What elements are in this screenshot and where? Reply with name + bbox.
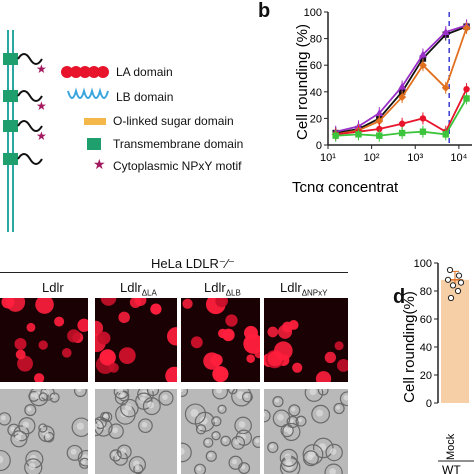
series-line-0 [335, 25, 467, 134]
data-point [398, 129, 406, 137]
bar-mock [441, 279, 469, 403]
data-point [398, 93, 407, 102]
cell-line-title: HeLa LDLR⁻⁄⁻ [151, 256, 235, 271]
brightfield-image [264, 389, 348, 474]
replicate-point [455, 272, 463, 279]
series-line-1 [335, 24, 467, 133]
data-point [463, 85, 470, 93]
col-ldlr-dnpxy: LdlrΔNPxY [280, 280, 328, 298]
receptor-1: ★ [3, 53, 47, 76]
cells [1, 298, 88, 382]
replicate-point [454, 287, 462, 295]
y-tick-label: 20 [310, 113, 322, 125]
d-y-tick-label: 100 [414, 258, 432, 270]
cells [181, 389, 260, 474]
cells [95, 389, 174, 474]
lb-domain-icon [67, 87, 109, 99]
y-tick-label: 60 [310, 60, 322, 72]
fluorescence-image [95, 298, 177, 382]
d-x-tick-mock: Mock [445, 433, 457, 460]
cells [264, 389, 348, 474]
data-point [398, 120, 406, 127]
col-ldlr: Ldlr [42, 280, 64, 295]
svg-text:★: ★ [36, 99, 47, 113]
x-tick-label: 10³ [407, 152, 423, 164]
series-line-2 [335, 27, 468, 136]
x-tick-label: 10¹ [320, 152, 336, 164]
svg-text:★: ★ [36, 129, 47, 143]
col-ldlr-dla: LdlrΔLA [120, 280, 157, 298]
legend-la-label: LA domain [116, 65, 173, 79]
replicate-point [444, 276, 452, 283]
data-point [332, 132, 339, 139]
fluorescence-image [181, 298, 260, 382]
d-y-tick-label: 60 [420, 314, 432, 326]
data-point [418, 61, 427, 70]
cells [95, 298, 177, 382]
x-axis-label: Tcnα concentrat [292, 179, 399, 196]
cells [182, 298, 260, 382]
npxy-motif-icon: ★ [93, 156, 106, 172]
replicate-point [447, 294, 455, 302]
cells [264, 320, 348, 382]
legend-lb-label: LB domain [116, 90, 174, 104]
brightfield-image [95, 389, 177, 474]
replicate-point [449, 282, 457, 289]
col-ldlr-dlb: LdlrΔLB [204, 280, 241, 298]
d-group-label: WT [442, 463, 461, 474]
y-tick-label: 40 [310, 87, 322, 99]
data-point [375, 117, 384, 126]
rounding-bar-chart: Cell rounding(%) 0 20 40 60 80 100 Mock WT [401, 258, 474, 474]
replicate-point [457, 279, 465, 286]
ldlr-schematic: ★ ★ ★ [3, 30, 47, 232]
receptor-3: ★ [3, 120, 47, 143]
data-point [418, 50, 427, 58]
d-y-tick-label: 0 [426, 398, 432, 410]
data-point [442, 131, 449, 138]
data-point [441, 27, 450, 35]
dose-response-chart: Cell rounding (%) 0 20 40 60 80 100 10¹ 10² 10³ 1… [292, 7, 472, 196]
data-point [463, 95, 470, 102]
d-y-tick-label: 40 [420, 342, 432, 354]
data-point [441, 83, 450, 92]
fluorescence-image [0, 298, 88, 382]
legend-tm-label: Transmembrane domain [113, 137, 244, 151]
legend-sugar-label: O-linked sugar domain [113, 114, 234, 128]
o-linked-sugar-icon [84, 118, 106, 125]
brightfield-image [181, 389, 260, 474]
x-tick-label: 10⁴ [450, 152, 467, 164]
y-axis-label: Cell rounding (%) [294, 24, 311, 140]
panel-d-letter: d [393, 286, 406, 308]
receptor-2: ★ [3, 90, 47, 113]
receptor-4 [3, 153, 43, 165]
y-tick-label: 100 [304, 7, 322, 19]
svg-text:★: ★ [36, 62, 47, 76]
data-point [419, 128, 427, 135]
panel-b-letter: b [258, 0, 271, 22]
d-y-tick-label: 20 [420, 370, 432, 382]
data-point [398, 82, 407, 90]
brightfield-image [0, 389, 88, 474]
data-point [376, 132, 383, 139]
la-domain-icon [61, 66, 109, 78]
data-point [462, 23, 471, 32]
data-point [376, 125, 383, 133]
y-tick-label: 0 [316, 140, 322, 152]
data-point [419, 115, 427, 122]
y-tick-label: 80 [310, 34, 322, 46]
fluorescence-image [264, 298, 348, 382]
d-y-axis-label: Cell rounding(%) [401, 291, 418, 403]
d-y-tick-label: 80 [420, 286, 432, 298]
header-rule [0, 272, 348, 273]
legend-npxy-label: Cytoplasmic NPxY motif [113, 159, 242, 173]
cells [0, 389, 88, 474]
x-tick-label: 10² [364, 152, 380, 164]
data-point [355, 131, 362, 138]
replicate-point [446, 266, 454, 274]
data-point [375, 109, 384, 117]
transmembrane-icon [87, 138, 101, 150]
